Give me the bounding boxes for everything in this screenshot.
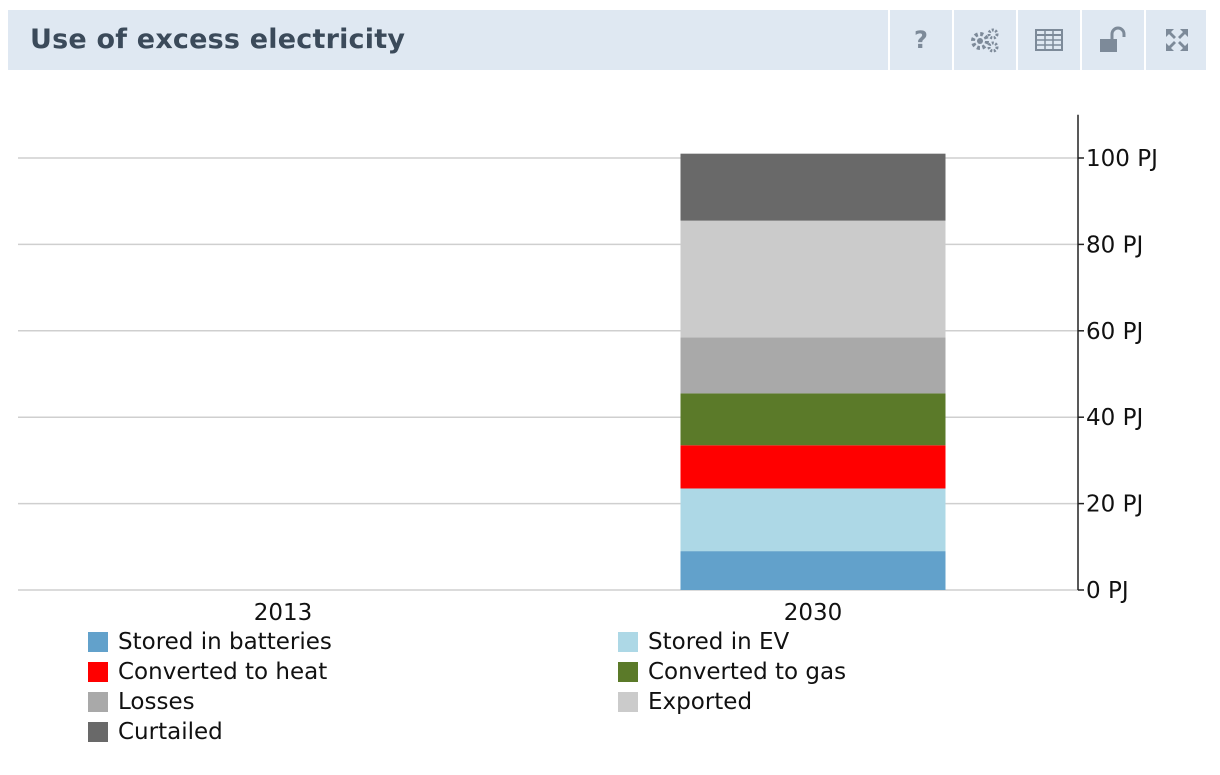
fullscreen-button[interactable] [1144,10,1208,70]
legend-item[interactable]: Curtailed [88,718,223,746]
legend-item[interactable]: Losses [88,688,195,716]
bar-segment [680,153,946,221]
stacked-bar-chart: 2013 2030 0 PJ 20 PJ 40 PJ 60 PJ 80 PJ 100 PJ [18,114,1158,626]
help-icon: ? [914,26,928,54]
y-tick-label: 100 PJ [1086,146,1158,172]
legend-swatch [88,722,108,742]
fullscreen-icon [1166,29,1188,51]
legend-swatch [88,632,108,652]
unlock-icon [1100,26,1126,52]
legend-item[interactable]: Exported [618,688,752,716]
legend-label: Exported [648,689,753,715]
legend-label: Converted to gas [648,659,847,685]
bar-segment [680,337,946,394]
legend-label: Losses [118,689,195,715]
legend-item[interactable]: Stored in batteries [88,628,332,656]
legend-swatch [88,662,108,682]
legend-swatch [618,632,638,652]
legend-swatch [88,692,108,712]
legend-item[interactable]: Converted to heat [88,658,327,686]
bar-segment [680,220,946,338]
table-icon [1035,29,1063,51]
legend-label: Stored in batteries [118,629,332,655]
settings-gears-icon [971,28,999,53]
bar-segment [680,551,946,590]
legend-label: Converted to heat [118,659,328,685]
bar-segment [680,445,946,489]
x-tick-label: 2030 [784,600,843,626]
legend-label: Stored in EV [648,629,790,655]
table-button[interactable] [1016,10,1080,70]
bar-segment [680,393,946,446]
y-tick-label: 80 PJ [1086,232,1143,258]
legend-item[interactable]: Stored in EV [618,628,789,656]
y-tick-label: 60 PJ [1086,319,1143,345]
chart-area: 2013 2030 0 PJ 20 PJ 40 PJ 60 PJ 80 PJ 100 PJ [0,70,1220,770]
legend-swatch [618,662,638,682]
y-tick-label: 0 PJ [1086,578,1129,604]
settings-button[interactable] [952,10,1016,70]
x-tick-label: 2013 [254,600,313,626]
help-button[interactable]: ? [888,10,952,70]
chart-header: Use of excess electricity ? [8,10,1206,70]
y-tick-label: 40 PJ [1086,405,1143,431]
legend-label: Curtailed [118,719,223,745]
legend-swatch [618,692,638,712]
lock-button[interactable] [1080,10,1144,70]
legend-item[interactable]: Converted to gas [618,658,846,686]
chart-title: Use of excess electricity [30,24,406,55]
y-tick-label: 20 PJ [1086,492,1143,518]
bar-segment [680,488,946,552]
